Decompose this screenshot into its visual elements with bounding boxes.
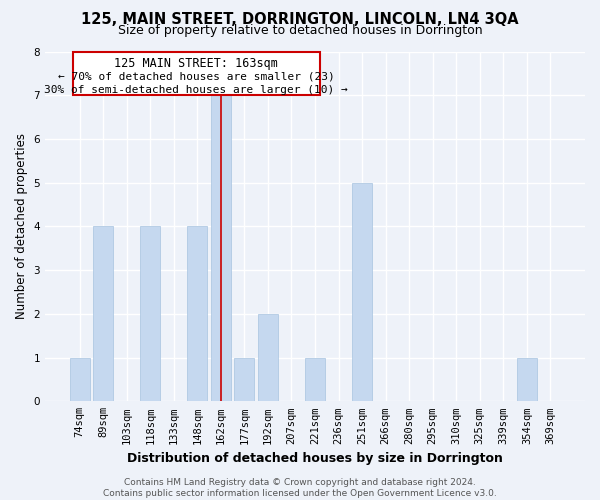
X-axis label: Distribution of detached houses by size in Dorrington: Distribution of detached houses by size … (127, 452, 503, 465)
Text: Contains HM Land Registry data © Crown copyright and database right 2024.
Contai: Contains HM Land Registry data © Crown c… (103, 478, 497, 498)
Bar (258, 314, 278, 402)
Bar (517, 358, 537, 402)
Text: ← 70% of detached houses are smaller (23): ← 70% of detached houses are smaller (23… (58, 72, 335, 82)
Text: Size of property relative to detached houses in Dorrington: Size of property relative to detached ho… (118, 24, 482, 37)
Bar (235, 358, 254, 402)
Bar (187, 226, 208, 402)
Text: 125 MAIN STREET: 163sqm: 125 MAIN STREET: 163sqm (114, 57, 278, 70)
Y-axis label: Number of detached properties: Number of detached properties (15, 134, 28, 320)
FancyBboxPatch shape (73, 52, 320, 95)
Bar (140, 226, 160, 402)
Bar (305, 358, 325, 402)
Bar (70, 358, 89, 402)
Bar (211, 95, 231, 402)
Bar (93, 226, 113, 402)
Bar (352, 182, 372, 402)
Text: 125, MAIN STREET, DORRINGTON, LINCOLN, LN4 3QA: 125, MAIN STREET, DORRINGTON, LINCOLN, L… (81, 12, 519, 28)
Text: 30% of semi-detached houses are larger (10) →: 30% of semi-detached houses are larger (… (44, 85, 348, 95)
